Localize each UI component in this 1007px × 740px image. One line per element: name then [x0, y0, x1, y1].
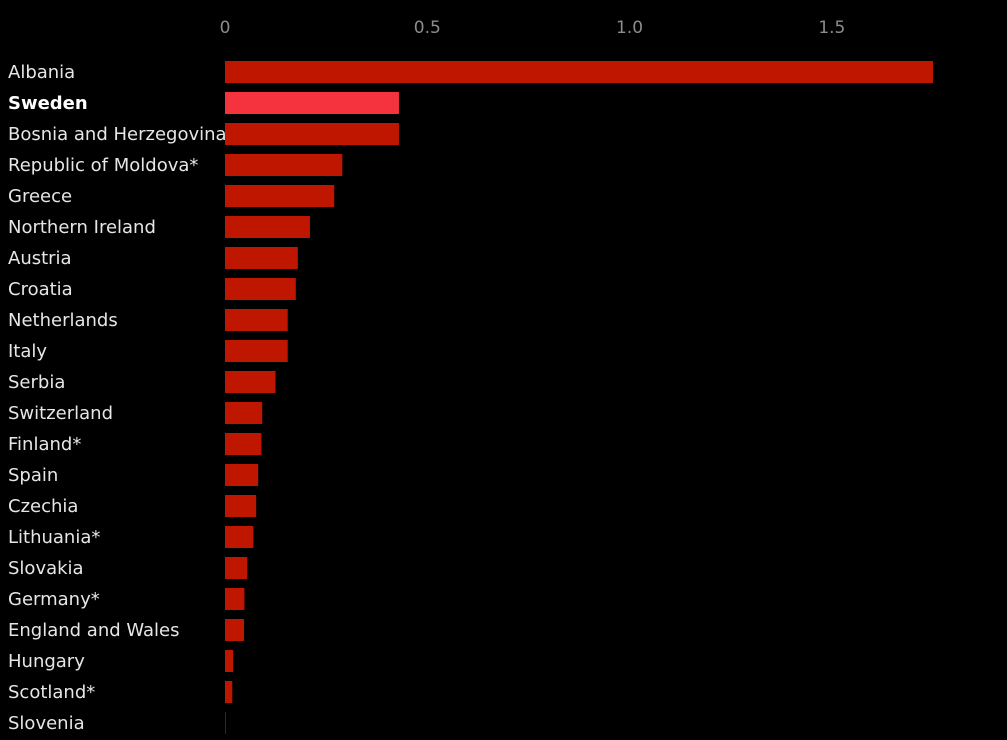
category-label: Slovakia	[8, 558, 84, 579]
bar	[225, 92, 399, 114]
bar	[225, 619, 245, 641]
category-label: Czechia	[8, 496, 78, 517]
bar	[225, 216, 310, 238]
x-tick-label: 0.5	[414, 18, 441, 38]
bar	[225, 340, 288, 362]
category-label: Lithuania*	[8, 527, 100, 548]
bar	[225, 681, 233, 703]
category-label: Albania	[8, 62, 75, 83]
x-tick-label: 0	[220, 18, 231, 38]
x-tick-label: 1.0	[616, 18, 643, 38]
category-label: Germany*	[8, 589, 100, 610]
category-label: Republic of Moldova*	[8, 155, 198, 176]
bar	[225, 557, 248, 579]
category-label: Scotland*	[8, 682, 95, 703]
category-label: Finland*	[8, 434, 81, 455]
category-label: Netherlands	[8, 310, 118, 331]
category-label: Spain	[8, 465, 58, 486]
bar	[225, 402, 263, 424]
category-label: England and Wales	[8, 620, 180, 641]
bar	[225, 309, 288, 331]
category-label: Switzerland	[8, 403, 113, 424]
bar	[225, 495, 257, 517]
bar	[225, 650, 234, 672]
bar	[225, 526, 254, 548]
bar	[225, 123, 399, 145]
bar	[225, 154, 343, 176]
bar	[225, 247, 298, 269]
category-labels: Albania Sweden Bosnia and Herzegovina Repub…	[8, 62, 227, 734]
bar	[225, 433, 262, 455]
category-label: Austria	[8, 248, 72, 269]
bars	[225, 61, 933, 734]
bar	[225, 185, 335, 207]
category-label: Slovenia	[8, 713, 85, 734]
bar	[225, 464, 259, 486]
category-label: Sweden	[8, 93, 88, 114]
category-label: Serbia	[8, 372, 65, 393]
category-label: Greece	[8, 186, 72, 207]
bar	[225, 371, 276, 393]
category-label: Northern Ireland	[8, 217, 156, 238]
bar	[225, 588, 245, 610]
category-label: Bosnia and Herzegovina	[8, 124, 227, 145]
category-label: Italy	[8, 341, 47, 362]
bar	[225, 61, 933, 83]
x-tick-label: 1.5	[818, 18, 845, 38]
x-axis: 0 0.5 1.0 1.5	[220, 18, 846, 38]
category-label: Hungary	[8, 651, 85, 672]
bar	[225, 712, 226, 734]
category-label: Croatia	[8, 279, 73, 300]
bar	[225, 278, 296, 300]
